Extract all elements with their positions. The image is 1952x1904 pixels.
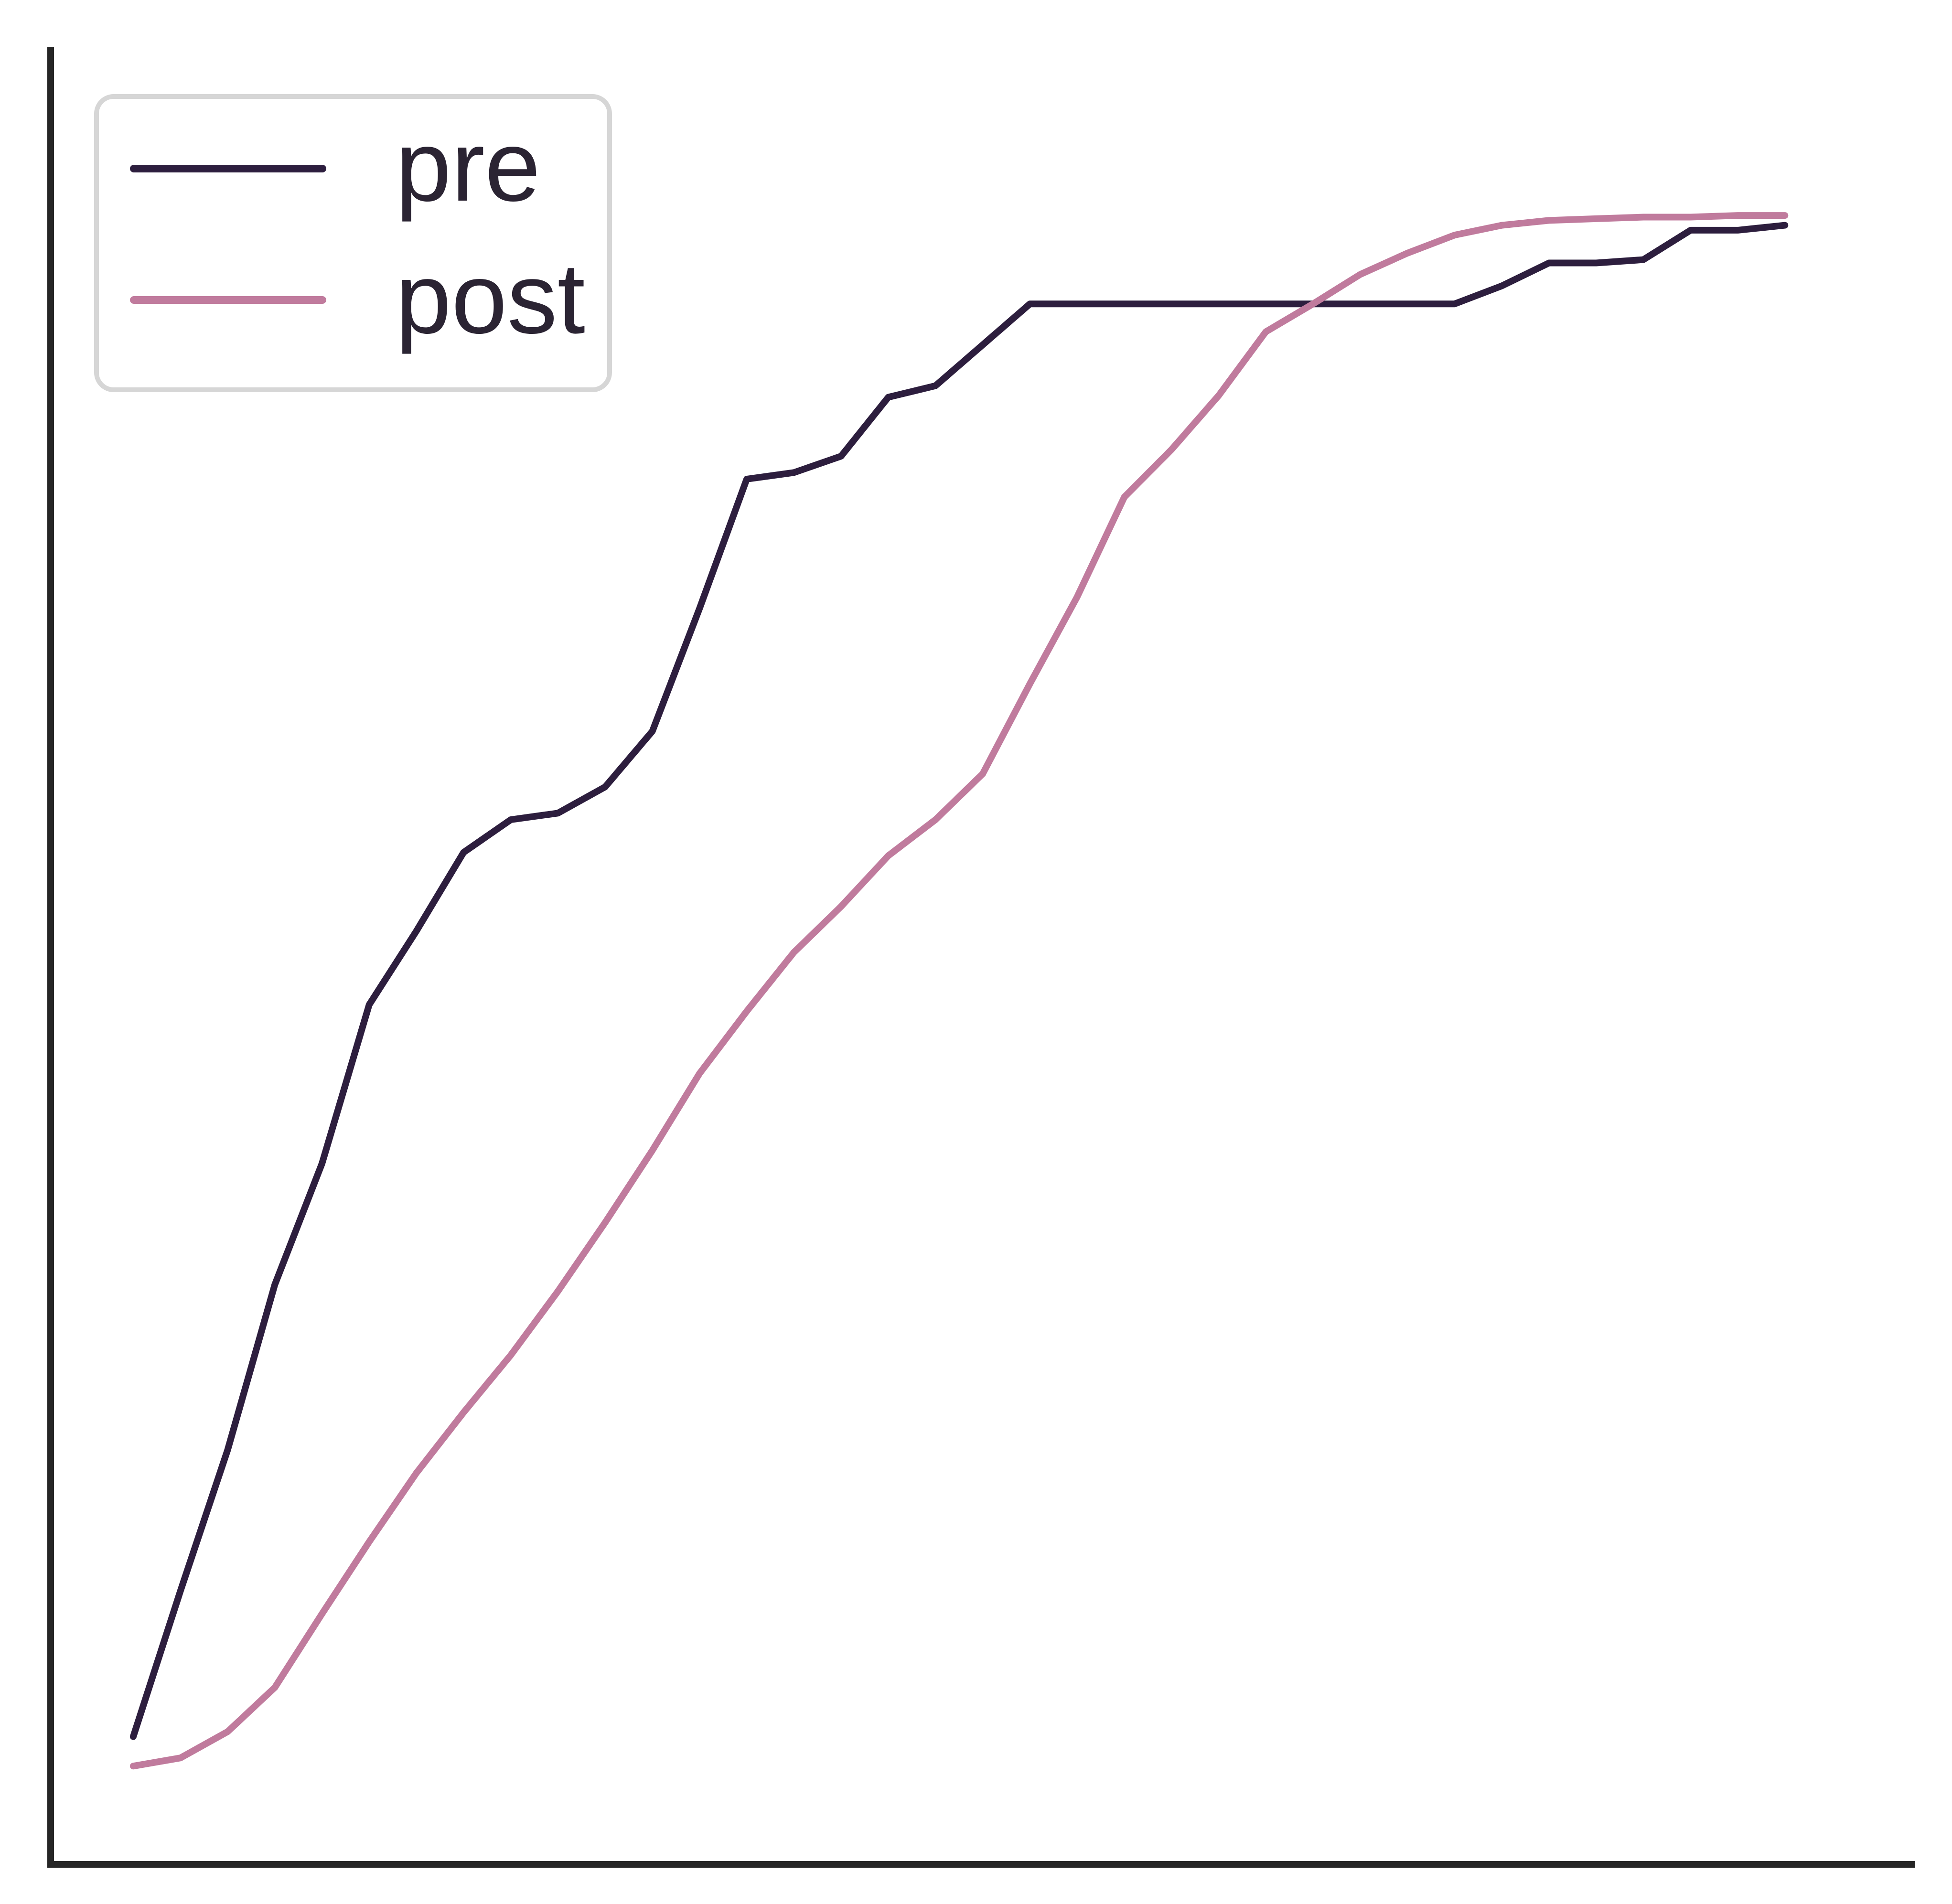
series-line-post <box>129 212 1789 1770</box>
series-lines <box>129 212 1789 1770</box>
legend-label-post: post <box>396 242 585 354</box>
legend-label-pre: pre <box>396 110 541 222</box>
legend: pre post <box>94 94 612 392</box>
series-line-pre <box>129 222 1789 1740</box>
